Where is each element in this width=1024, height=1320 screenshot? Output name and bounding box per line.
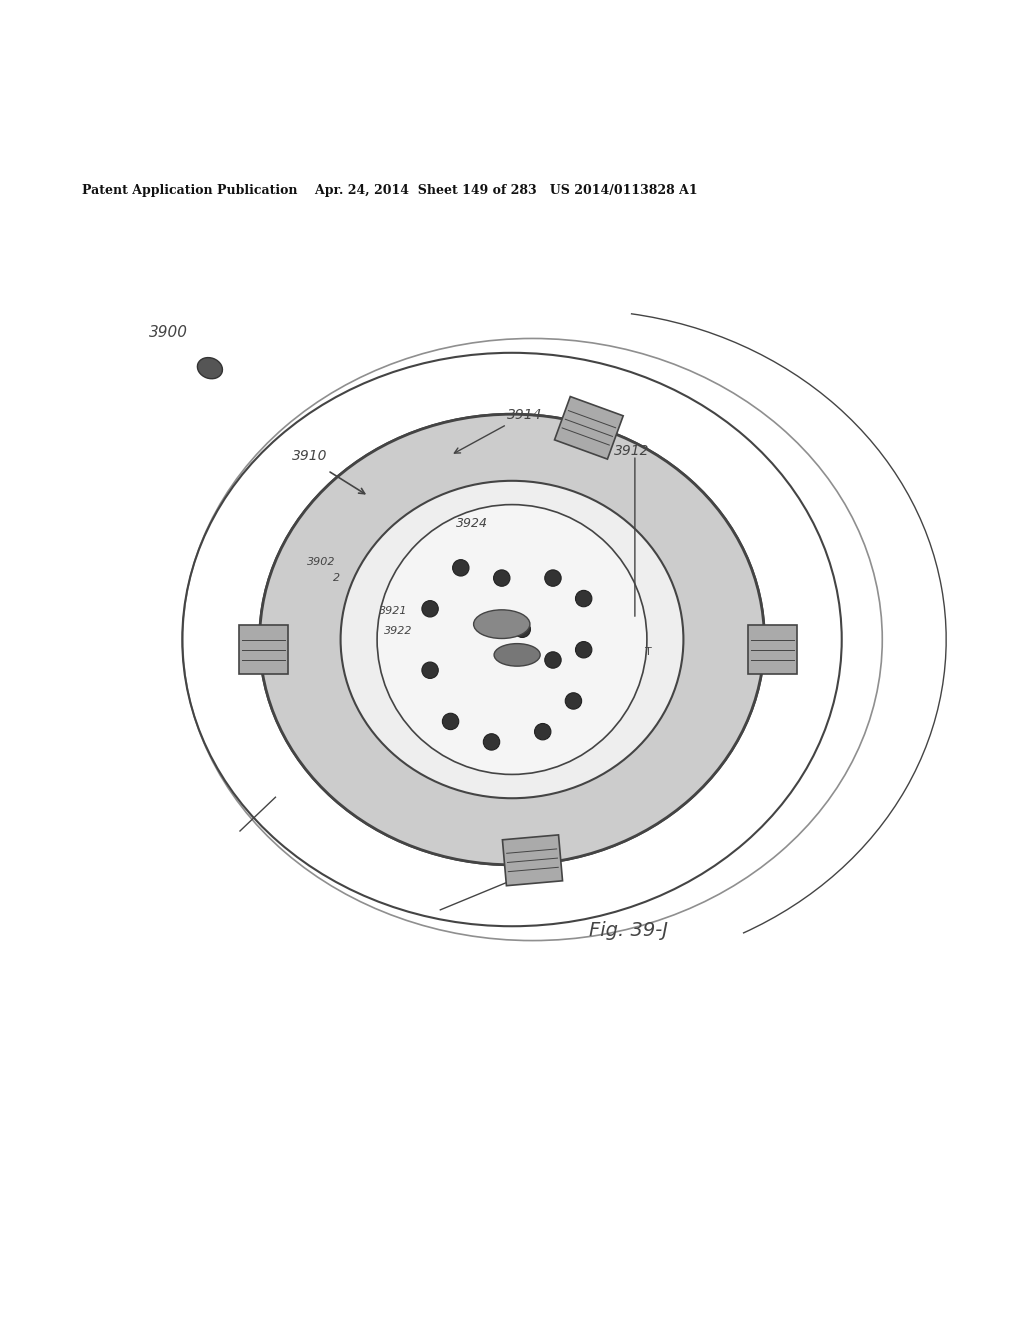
Point	[744, 652, 757, 668]
Circle shape	[545, 652, 561, 668]
Text: Fig. 39-J: Fig. 39-J	[589, 921, 668, 940]
Point	[787, 652, 800, 668]
Line: 2 pts: 2 pts	[508, 867, 558, 871]
Point	[551, 853, 563, 869]
Text: 3912: 3912	[614, 445, 650, 458]
Point	[558, 429, 570, 445]
Point	[502, 853, 513, 869]
Point	[279, 632, 291, 648]
Ellipse shape	[260, 414, 764, 865]
Point	[787, 632, 800, 648]
Point	[502, 843, 513, 859]
Circle shape	[545, 570, 561, 586]
Circle shape	[453, 560, 469, 576]
Line: 2 pts: 2 pts	[562, 428, 609, 445]
Point	[236, 632, 248, 648]
Line: 2 pts: 2 pts	[568, 411, 615, 428]
Text: T: T	[645, 647, 652, 657]
Bar	[503, 834, 562, 886]
Text: 3902: 3902	[307, 557, 336, 566]
Ellipse shape	[473, 610, 530, 639]
Text: 3922: 3922	[384, 627, 413, 636]
Point	[558, 420, 570, 436]
Point	[236, 642, 248, 657]
Circle shape	[575, 642, 592, 657]
Ellipse shape	[341, 480, 683, 799]
Point	[558, 411, 570, 426]
Point	[502, 862, 513, 878]
Point	[608, 429, 621, 445]
Line: 2 pts: 2 pts	[565, 420, 612, 437]
Circle shape	[483, 734, 500, 750]
Circle shape	[565, 693, 582, 709]
Bar	[748, 626, 797, 675]
Point	[787, 642, 800, 657]
Circle shape	[422, 663, 438, 678]
Ellipse shape	[377, 504, 647, 775]
Text: 3910: 3910	[292, 449, 328, 463]
Point	[236, 652, 248, 668]
Circle shape	[442, 713, 459, 730]
Point	[744, 632, 757, 648]
Line: 2 pts: 2 pts	[507, 849, 557, 853]
Text: 3900: 3900	[148, 326, 187, 341]
Text: 3924: 3924	[456, 517, 487, 529]
Circle shape	[535, 723, 551, 741]
Point	[608, 411, 621, 426]
Text: Patent Application Publication    Apr. 24, 2014  Sheet 149 of 283   US 2014/0113: Patent Application Publication Apr. 24, …	[82, 183, 697, 197]
Ellipse shape	[198, 358, 222, 379]
Point	[551, 862, 563, 878]
Bar	[555, 396, 624, 459]
Ellipse shape	[494, 644, 541, 667]
Circle shape	[422, 601, 438, 616]
Point	[551, 843, 563, 859]
Text: 3914: 3914	[507, 408, 543, 422]
Circle shape	[575, 590, 592, 607]
Point	[744, 642, 757, 657]
Text: 2: 2	[333, 573, 340, 583]
Text: 3921: 3921	[379, 606, 408, 616]
Point	[608, 420, 621, 436]
Circle shape	[494, 570, 510, 586]
Line: 2 pts: 2 pts	[508, 858, 557, 862]
Point	[279, 642, 291, 657]
Bar	[239, 626, 288, 675]
Point	[279, 652, 291, 668]
Circle shape	[514, 622, 530, 638]
